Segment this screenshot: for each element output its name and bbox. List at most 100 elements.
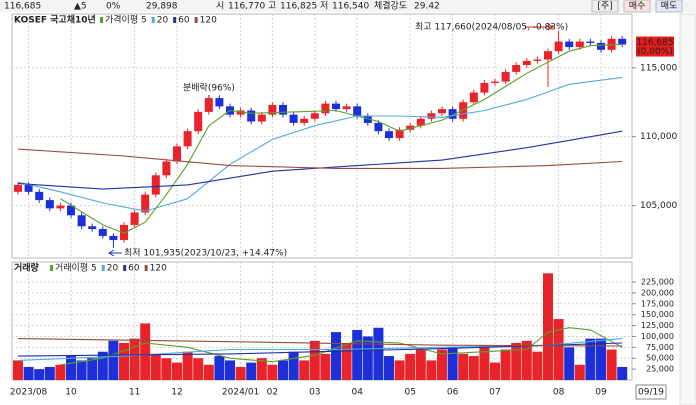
candle-body	[120, 224, 128, 241]
volume-bar	[564, 347, 575, 380]
volume-bar	[405, 353, 416, 380]
button[interactable]	[591, 0, 619, 13]
candle-body	[14, 184, 22, 192]
y-tick-label: 125,000	[641, 321, 674, 330]
volume-bar	[161, 358, 172, 380]
volume-bar	[23, 366, 34, 380]
volume-bar	[193, 358, 204, 380]
candle-body	[469, 92, 478, 103]
ma-line	[60, 43, 623, 234]
header-item: 116,540	[332, 2, 369, 12]
volume-bar	[521, 340, 532, 380]
annotation: 최고 117,660(2024/08/05, -0.83%)	[415, 22, 568, 33]
volume-bar	[373, 327, 384, 380]
volume-bar	[437, 349, 447, 380]
volume-bar	[267, 364, 278, 380]
legend-label: 20	[107, 264, 119, 274]
volume-bar	[415, 349, 426, 380]
volume-ma-line	[60, 327, 623, 366]
x-tick-label: 06	[447, 388, 459, 398]
y-tick-label: 105,000	[640, 201, 677, 211]
x-tick-label: 04	[351, 388, 363, 398]
candle-body	[448, 109, 457, 119]
x-tick-label: 10	[65, 388, 77, 398]
candle-body	[395, 129, 404, 139]
candle-body	[215, 98, 224, 107]
candle-body	[183, 131, 192, 147]
volume-bar	[13, 360, 23, 380]
x-tick-label: 09	[595, 388, 607, 398]
candle-body	[544, 51, 552, 60]
ma-line	[17, 76, 623, 212]
candle-body	[289, 114, 298, 123]
volume-bar	[150, 353, 161, 380]
volume-bar	[468, 356, 479, 380]
candle-body	[56, 205, 65, 209]
ma-line	[17, 130, 623, 190]
button-label[interactable]: 매도	[661, 1, 678, 12]
toolbar[interactable]	[679, 13, 696, 405]
candle-body	[151, 175, 160, 195]
volume-bar	[108, 340, 119, 380]
y-tick-label: 25,000	[646, 365, 674, 374]
x-tick-label: 2023/08	[10, 388, 48, 398]
candle-body	[332, 103, 340, 110]
candle-body	[162, 161, 171, 176]
candle-body	[406, 125, 415, 130]
legend-swatch	[123, 265, 127, 271]
arrow-head	[108, 249, 115, 257]
y-tick-label: 110,000	[640, 132, 677, 142]
button[interactable]	[655, 0, 683, 13]
volume-bar	[203, 364, 214, 380]
price-panel	[11, 13, 633, 259]
header-item: 고	[268, 2, 276, 12]
y-tick-label: 200,000	[641, 288, 674, 297]
arrow-head	[547, 23, 554, 31]
legend-swatch	[151, 17, 155, 23]
header-item: 0%	[106, 2, 121, 12]
header-item: 29,898	[146, 2, 178, 12]
candle-body	[342, 106, 351, 110]
legend-swatch	[100, 17, 103, 23]
volume-bar	[362, 336, 373, 380]
candle-body	[480, 82, 489, 93]
legend-label: 120	[200, 16, 217, 26]
candle-body	[247, 110, 256, 122]
header-item: 시	[216, 1, 224, 12]
legend-label: 60	[128, 264, 140, 274]
price-box	[636, 36, 674, 57]
candle-body	[491, 81, 499, 83]
header-item: 저	[320, 1, 328, 12]
candle-body	[363, 116, 372, 123]
legend-label: 120	[150, 264, 167, 274]
annotation: 최저 101,935(2023/10/23, +14.47%)	[124, 248, 287, 259]
candle-body	[512, 65, 521, 72]
legend-swatch	[144, 265, 148, 271]
candle-body	[45, 200, 54, 209]
volume-bar	[352, 329, 363, 380]
candle-body	[88, 226, 97, 230]
candle-body	[586, 41, 595, 43]
volume-bar	[585, 338, 596, 380]
top-bar	[0, 0, 696, 12]
button-label[interactable]: 매수	[629, 1, 646, 12]
last-change: (0.00%)	[637, 47, 673, 57]
button[interactable]	[623, 0, 651, 13]
volume-bar	[458, 353, 469, 380]
volume-bar	[341, 342, 352, 380]
candle-body	[204, 98, 213, 112]
button-label[interactable]: [주]	[597, 1, 612, 12]
volume-bar	[129, 338, 140, 380]
volume-bar	[256, 358, 267, 380]
candle-body	[98, 229, 107, 236]
header-item: 116,825	[280, 2, 317, 12]
volume-bar	[246, 362, 257, 380]
candle-body	[321, 103, 330, 114]
volume-bar	[44, 366, 55, 380]
legend-label: 거래이평 5	[55, 263, 97, 274]
volume-bar	[426, 360, 437, 380]
volume-bar	[299, 360, 310, 380]
candle-body	[501, 71, 510, 82]
y-tick-label: 175,000	[641, 299, 674, 308]
candle-body	[385, 131, 393, 139]
